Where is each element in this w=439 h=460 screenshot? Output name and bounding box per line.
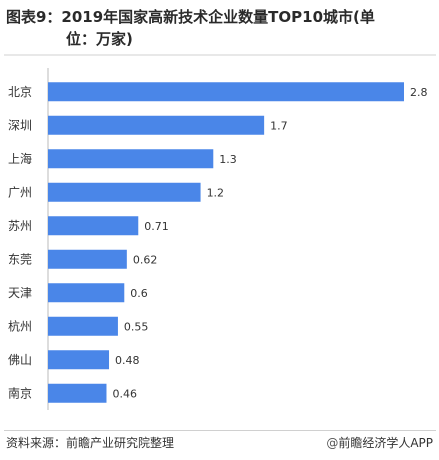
value-label: 0.48 [115, 354, 139, 367]
chart-title-line-1: 图表9：2019年国家高新技术企业数量TOP10城市(单 [6, 8, 375, 26]
category-label: 佛山 [8, 353, 32, 367]
bar [48, 350, 110, 370]
credit: @前瞻经济学人APP [326, 434, 433, 451]
category-label: 广州 [8, 185, 32, 199]
value-label: 1.7 [270, 119, 288, 132]
bar [48, 316, 118, 336]
credit-text: 前瞻经济学人APP [338, 436, 433, 450]
category-label: 杭州 [8, 318, 32, 333]
bar [48, 249, 127, 269]
footer: 资料来源：前瞻产业研究院整理 @前瞻经济学人APP [0, 430, 439, 460]
category-label: 苏州 [8, 219, 32, 233]
value-label: 0.55 [124, 320, 149, 333]
footer-divider [4, 430, 436, 431]
chart-title: 图表9：2019年国家高新技术企业数量TOP10城市(单 位：万家) [6, 6, 436, 50]
category-label: 天津 [8, 286, 32, 300]
value-label: 0.71 [144, 220, 169, 233]
bar-chart: 北京 2.8 深圳 1.7 上海 1.3 广州 1.2 苏州 0.71 东莞 0.62 天津 0.6 杭州 0… [8, 68, 428, 410]
bar [48, 383, 107, 403]
chart-title-line-2: 位：万家) [66, 30, 133, 48]
bar [48, 149, 214, 169]
category-label: 深圳 [8, 118, 32, 132]
value-label: 2.8 [410, 86, 428, 99]
value-label: 1.3 [219, 153, 237, 166]
bar [48, 115, 265, 135]
credit-at-symbol: @ [326, 436, 339, 450]
bar [48, 82, 404, 102]
title-divider [4, 54, 436, 56]
category-label: 东莞 [8, 252, 32, 266]
category-label: 北京 [8, 85, 32, 99]
category-label: 上海 [8, 151, 32, 166]
source-note: 资料来源：前瞻产业研究院整理 [6, 436, 175, 450]
bar [48, 283, 125, 303]
value-label: 0.46 [112, 387, 137, 400]
bar [48, 216, 139, 236]
category-label: 南京 [8, 385, 32, 400]
bar [48, 182, 201, 202]
value-label: 0.6 [130, 287, 148, 300]
value-label: 0.62 [133, 253, 158, 266]
value-label: 1.2 [207, 186, 225, 199]
